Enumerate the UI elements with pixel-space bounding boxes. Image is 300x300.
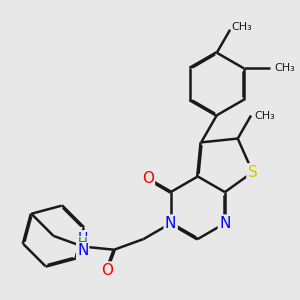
Text: H
N: H N [78,232,88,262]
Text: O: O [101,263,113,278]
Text: CH₃: CH₃ [274,63,295,74]
Text: N: N [165,216,176,231]
Text: O: O [142,171,154,186]
Text: N: N [219,216,230,231]
Text: H: H [78,236,88,249]
Text: CH₃: CH₃ [255,110,275,121]
Text: S: S [248,165,257,180]
Text: N: N [77,243,88,258]
Text: CH₃: CH₃ [232,22,252,32]
